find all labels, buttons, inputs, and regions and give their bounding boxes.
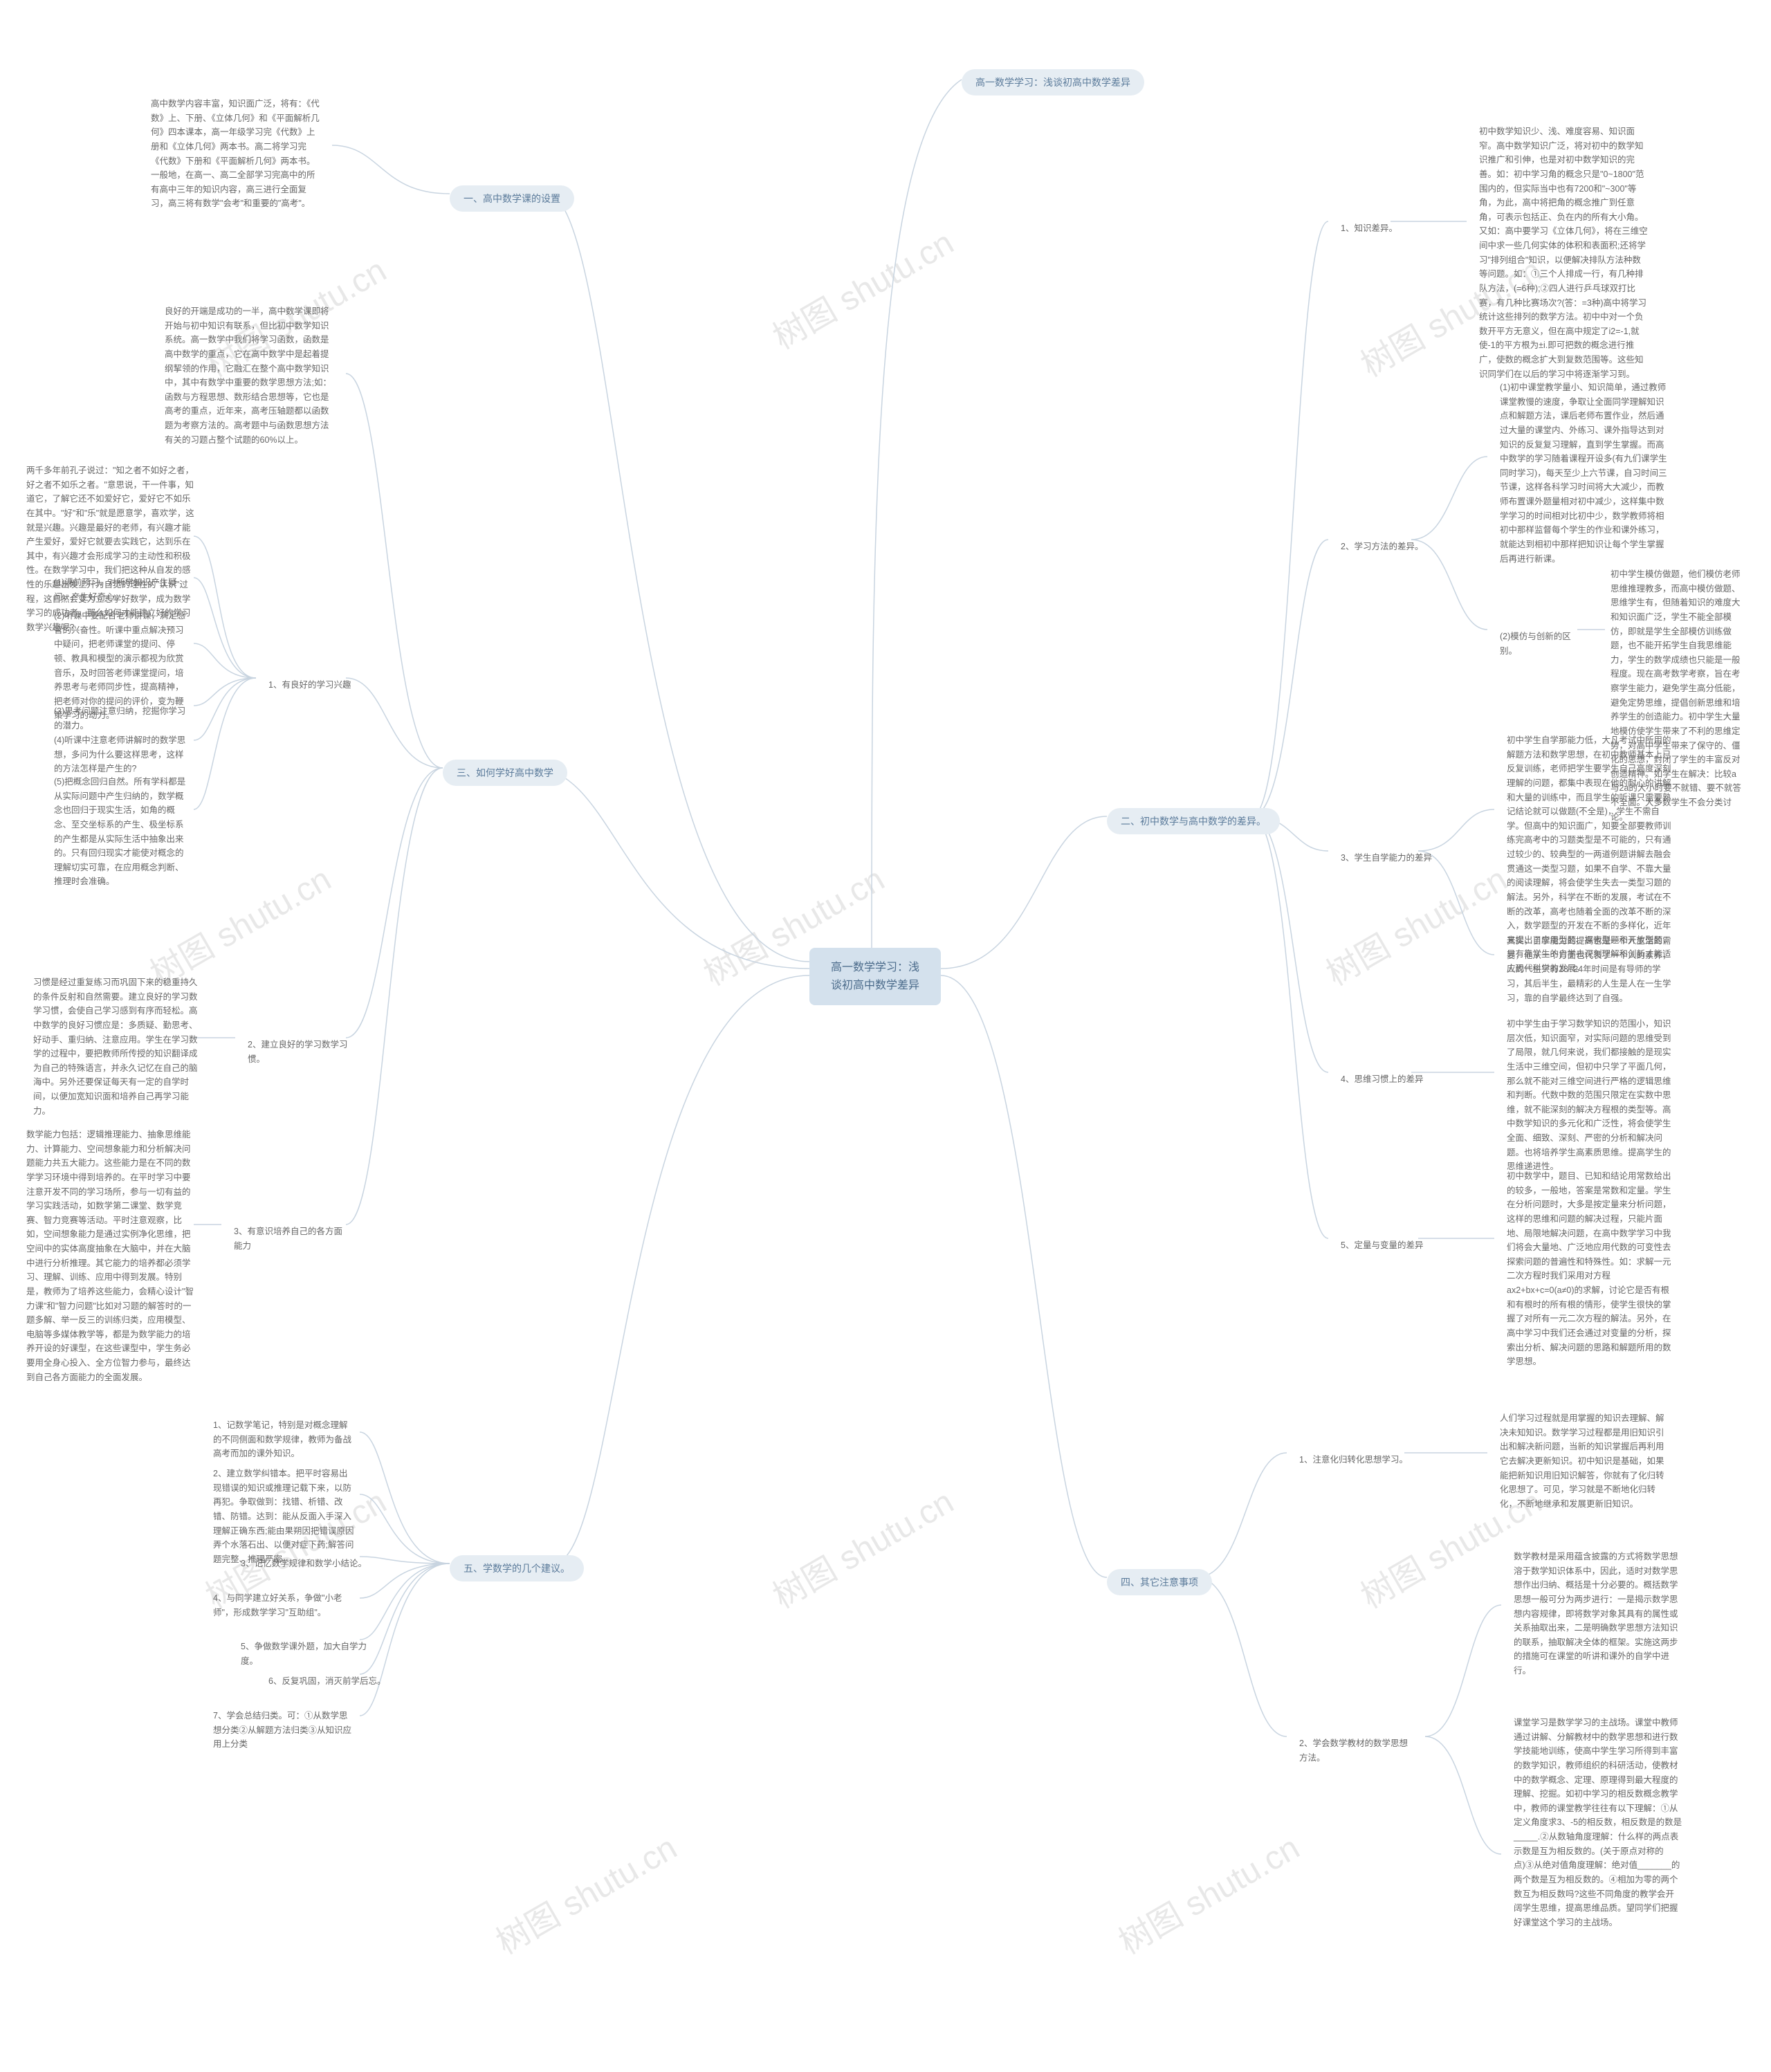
root-node: 高一数学学习：浅谈初高中数学差异	[809, 948, 941, 1005]
branch-1: 一、高中数学课的设置	[450, 185, 574, 212]
branch-2-s4-label: 4、思维习惯上的差异	[1328, 1065, 1435, 1094]
branch-3: 三、如何学好高中数学	[443, 760, 567, 786]
branch-4-s1-label: 1、注意化归转化思想学习。	[1287, 1446, 1420, 1474]
watermark: 树图 shutu.cn	[486, 1821, 684, 1963]
branch-5-p3: 3、记忆数学规律和数学小结论。	[228, 1550, 379, 1578]
branch-4-s2-p1: 数学教材是采用蕴含披露的方式将数学思想溶于数学知识体系中，因此，适时对数学思想作…	[1501, 1543, 1695, 1685]
branch-4-s2-p2: 课堂学习是数学学习的主战场。课堂中教师通过讲解、分解教材中的数学思想和进行数学技…	[1501, 1709, 1695, 1936]
branch-2-s1-label: 1、知识差异。	[1328, 214, 1410, 243]
branch-4-s1-text: 人们学习过程就是用掌握的知识去理解、解决未知知识。数学学习过程都是用旧知识引出和…	[1487, 1404, 1681, 1518]
branch-1-text: 高中数学内容丰富，知识面广泛，将有：《代数》上、下册、《立体几何》和《平面解析几…	[138, 90, 332, 218]
branch-2-s5-text: 初中数学中，题目、已知和结论用常数给出的较多，一般地，答案是常数和定量。学生在分…	[1494, 1162, 1688, 1376]
watermark: 树图 shutu.cn	[762, 1475, 961, 1617]
branch-2-s3-p2: 其实，自学能力的提高也是一个人生活的需要，他从一个方面也代表了一个人的素养，人的…	[1494, 927, 1688, 1012]
branch-5-p4: 4、与同学建立好关系，争做"小老师"，形成数学学习"互助组"。	[201, 1584, 367, 1626]
branch-2-s2-label: 2、学习方法的差异。	[1328, 533, 1435, 561]
branch-2-s5-label: 5、定量与变量的差异	[1328, 1231, 1435, 1260]
branch-5-p7: 7、学会总结归类。可：①从数学思想分类②从解题方法归类③从知识应用上分类	[201, 1702, 367, 1759]
branch-3-s1-p5: (5)把概念回归自然。所有学科都是从实际问题中产生归纳的，数学概念也回归于现实生…	[42, 768, 201, 896]
branch-2: 二、初中数学与高中数学的差异。	[1107, 808, 1280, 834]
branch-3-s2-text: 习惯是经过重复练习而巩固下来的稳重持久的条件反射和自然需要。建立良好的学习数学习…	[21, 969, 214, 1125]
branch-4: 四、其它注意事项	[1107, 1569, 1212, 1595]
branch-5-p6: 6、反复巩固，消灭前学后忘。	[256, 1667, 398, 1696]
watermark: 树图 shutu.cn	[1316, 852, 1514, 995]
branch-2-s2-p2-label: (2)模仿与创新的区别。	[1487, 623, 1584, 665]
branch-4-s2-label: 2、学会数学教材的数学思想方法。	[1287, 1730, 1425, 1772]
watermark: 树图 shutu.cn	[762, 216, 961, 358]
top-title: 高一数学学习：浅谈初高中数学差异	[962, 69, 1144, 95]
branch-3-s3-text: 数学能力包括：逻辑推理能力、抽象思维能力、计算能力、空间想象能力和分析解决问题能…	[14, 1121, 208, 1391]
branch-5: 五、学数学的几个建议。	[450, 1555, 584, 1581]
branch-2-s2-p1: (1)初中课堂教学量小、知识简单，通过教师课堂教慢的速度，争取让全面同学理解知识…	[1487, 374, 1681, 573]
branch-3-intro: 良好的开端是成功的一半，高中数学课即将开始与初中知识有联系，但比初中数学知识系统…	[152, 297, 346, 454]
branch-3-s3-label: 3、有意识培养自己的各方面能力	[221, 1218, 360, 1260]
branch-3-s1-label: 1、有良好的学习兴趣	[256, 671, 363, 699]
branch-2-s3-label: 3、学生自学能力的差异	[1328, 844, 1444, 872]
branch-2-s4-text: 初中学生由于学习数学知识的范围小，知识层次低，知识面窄，对实际问题的思维受到了局…	[1494, 1010, 1688, 1181]
branch-3-s2-label: 2、建立良好的学习数学习惯。	[235, 1031, 374, 1073]
branch-2-s1-text: 初中数学知识少、浅、难度容易、知识面窄。高中数学知识广泛，将对初中的数学知识推广…	[1467, 118, 1660, 388]
watermark: 树图 shutu.cn	[1108, 1821, 1307, 1963]
